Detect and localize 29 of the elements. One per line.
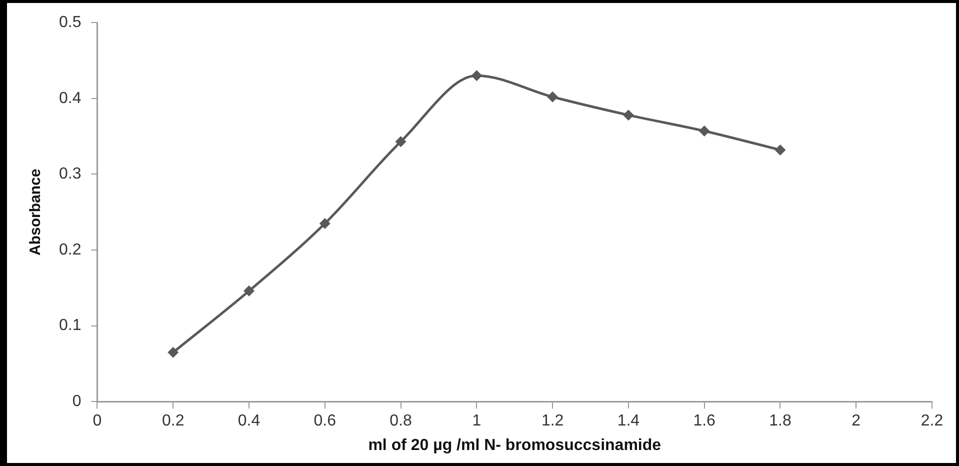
point xyxy=(319,218,330,229)
point xyxy=(698,125,710,136)
y-tick-label: 0 xyxy=(72,393,82,410)
point xyxy=(395,136,406,148)
y-tick-label: 0.2 xyxy=(58,241,82,258)
point xyxy=(244,285,255,296)
x-tick-label: 0.4 xyxy=(238,412,260,430)
y-tick-label: 0.4 xyxy=(58,90,82,107)
x-tick-label: 1.2 xyxy=(541,412,564,430)
y-tick-label: 0.1 xyxy=(58,317,82,334)
x-tick-label: 2 xyxy=(852,412,861,430)
x-tick-label: 1.8 xyxy=(769,412,792,430)
y-axis-title: Absorbance xyxy=(27,168,44,256)
x-tick-label: 0.8 xyxy=(390,412,412,430)
point xyxy=(622,110,634,121)
x-tick-label: 0.2 xyxy=(162,412,184,430)
x-tick-label: 1.6 xyxy=(693,412,716,430)
x-axis-title: ml of 20 µg /ml N- bromosuccsinamide xyxy=(368,436,662,454)
point xyxy=(471,70,482,82)
x-tick-label: 2.2 xyxy=(920,412,944,430)
x-tick-label: 0 xyxy=(92,412,102,430)
point xyxy=(547,91,558,102)
x-tick-label: 0.6 xyxy=(314,412,336,430)
x-tick-label: 1.4 xyxy=(617,412,640,430)
point xyxy=(168,346,179,358)
y-tick-label: 0.5 xyxy=(58,14,82,32)
x-tick-label: 1 xyxy=(472,412,482,430)
point xyxy=(774,144,786,156)
y-tick-label: 0.3 xyxy=(58,166,82,183)
